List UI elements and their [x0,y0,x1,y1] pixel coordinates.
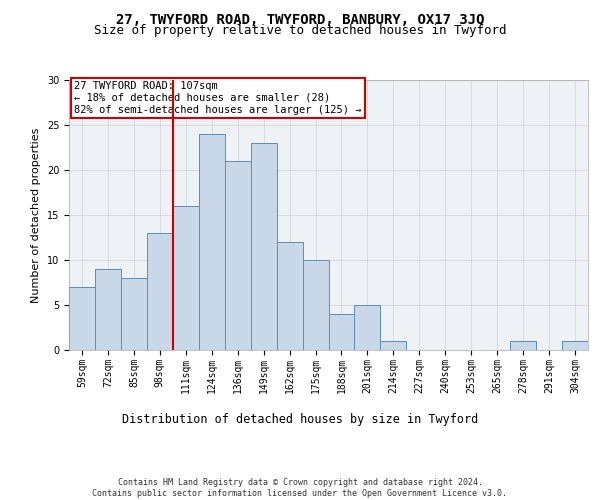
Bar [147,233,173,350]
Bar [562,341,588,350]
Bar [69,287,95,350]
Text: 27 TWYFORD ROAD: 107sqm
← 18% of detached houses are smaller (28)
82% of semi-de: 27 TWYFORD ROAD: 107sqm ← 18% of detache… [74,82,362,114]
Bar [225,161,251,350]
Text: Contains HM Land Registry data © Crown copyright and database right 2024.
Contai: Contains HM Land Registry data © Crown c… [92,478,508,498]
Text: Size of property relative to detached houses in Twyford: Size of property relative to detached ho… [94,24,506,37]
Bar [302,260,329,350]
Bar [380,341,406,350]
Bar [277,242,302,350]
Y-axis label: Number of detached properties: Number of detached properties [31,128,41,302]
Bar [355,305,380,350]
Text: Distribution of detached houses by size in Twyford: Distribution of detached houses by size … [122,412,478,426]
Bar [173,206,199,350]
Bar [329,314,355,350]
Bar [510,341,536,350]
Bar [251,143,277,350]
Bar [121,278,147,350]
Bar [199,134,224,350]
Bar [95,269,121,350]
Text: 27, TWYFORD ROAD, TWYFORD, BANBURY, OX17 3JQ: 27, TWYFORD ROAD, TWYFORD, BANBURY, OX17… [116,12,484,26]
